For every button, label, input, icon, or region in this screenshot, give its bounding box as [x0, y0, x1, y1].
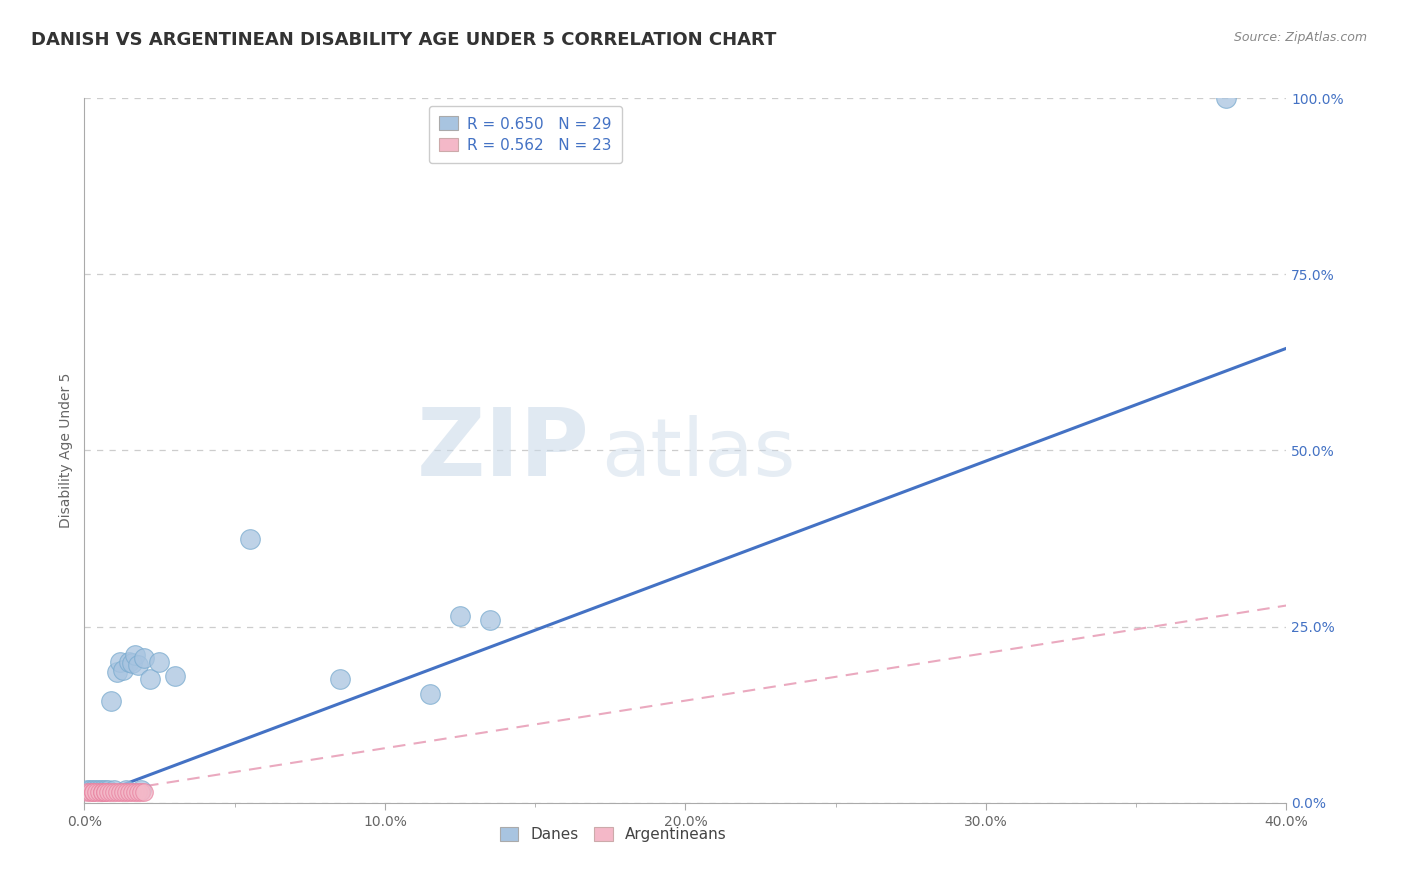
Point [118, 655, 141, 669]
Point [1215, 91, 1237, 105]
Point [449, 609, 471, 624]
Point [100, 693, 122, 707]
Point [86, 783, 108, 797]
Point [82, 783, 104, 797]
Point [121, 657, 143, 671]
Point [118, 784, 141, 798]
Point [91, 784, 114, 798]
Point [107, 784, 129, 798]
Point [76, 783, 98, 797]
Legend: Danes, Argentineans: Danes, Argentineans [494, 821, 733, 848]
Point [89, 783, 111, 797]
Text: ZIP: ZIP [416, 404, 589, 497]
Point [239, 532, 262, 546]
Point [94, 783, 117, 797]
Point [124, 784, 146, 798]
Point [103, 784, 125, 798]
Point [163, 669, 186, 683]
Point [97, 783, 120, 797]
Text: DANISH VS ARGENTINEAN DISABILITY AGE UNDER 5 CORRELATION CHART: DANISH VS ARGENTINEAN DISABILITY AGE UND… [31, 31, 776, 49]
Point [97, 784, 120, 798]
Point [94, 784, 117, 798]
Point [79, 783, 101, 797]
Point [103, 783, 125, 797]
Point [127, 658, 149, 673]
Y-axis label: Disability Age Under 5: Disability Age Under 5 [59, 373, 73, 528]
Point [110, 784, 132, 798]
Point [112, 663, 135, 677]
Point [115, 784, 138, 798]
Text: Source: ZipAtlas.com: Source: ZipAtlas.com [1233, 31, 1367, 45]
Point [131, 784, 153, 798]
Point [82, 784, 104, 798]
Point [329, 673, 352, 687]
Point [115, 783, 138, 797]
Text: atlas: atlas [602, 415, 796, 493]
Point [86, 784, 108, 798]
Point [139, 673, 162, 687]
Point [76, 784, 98, 798]
Point [134, 784, 156, 798]
Point [110, 655, 132, 669]
Point [419, 687, 441, 701]
Point [94, 784, 117, 798]
Point [89, 784, 111, 798]
Point [131, 783, 153, 797]
Point [134, 651, 156, 665]
Point [148, 655, 170, 669]
Point [91, 783, 114, 797]
Point [479, 613, 502, 627]
Point [124, 648, 146, 662]
Point [121, 784, 143, 798]
Point [127, 784, 149, 798]
Point [91, 784, 114, 798]
Point [112, 784, 135, 798]
Point [82, 784, 104, 798]
Point [100, 784, 122, 798]
Point [107, 665, 129, 680]
Point [79, 784, 101, 798]
